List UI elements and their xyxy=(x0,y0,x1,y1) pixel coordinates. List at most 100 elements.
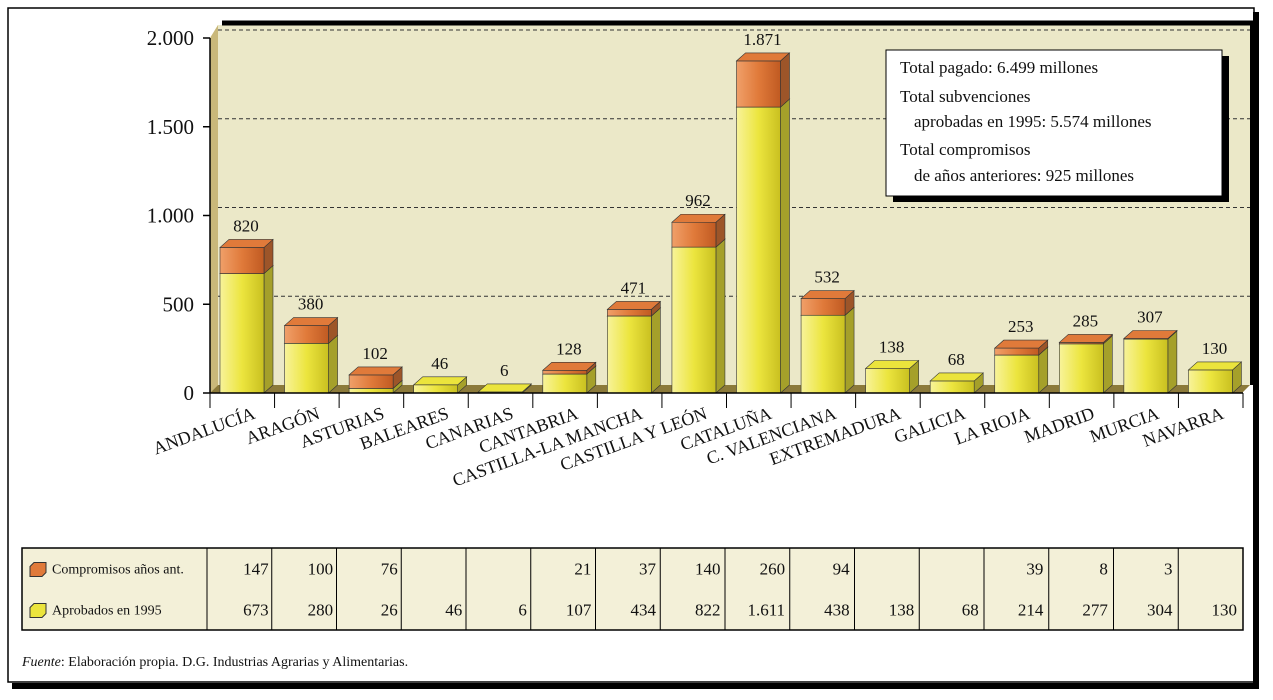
total-label: 962 xyxy=(685,191,711,210)
bar-side xyxy=(780,52,790,108)
total-label: 253 xyxy=(1008,317,1034,336)
table-cell: 94 xyxy=(833,560,851,579)
bar-top xyxy=(735,52,791,62)
table-cell: 76 xyxy=(381,560,398,579)
table-cell: 46 xyxy=(445,601,462,620)
table-cell: 37 xyxy=(639,560,657,579)
bar xyxy=(284,342,329,394)
bar-side xyxy=(844,306,855,394)
bar-side xyxy=(328,334,338,394)
annotation-line: Total pagado: 6.499 millones xyxy=(900,58,1098,77)
table-cell: 280 xyxy=(308,601,334,620)
total-label: 285 xyxy=(1073,311,1099,330)
total-label: 102 xyxy=(362,344,388,363)
bar-top xyxy=(283,317,339,326)
table-cell: 21 xyxy=(574,560,591,579)
bar xyxy=(1059,343,1104,394)
table-cell: 277 xyxy=(1082,601,1108,620)
bar xyxy=(929,380,975,394)
total-label: 6 xyxy=(500,361,509,380)
table-cell: 822 xyxy=(695,601,721,620)
total-label: 46 xyxy=(431,354,448,373)
table-cell: 260 xyxy=(760,560,786,579)
bar-top xyxy=(477,383,533,393)
annotation-box xyxy=(885,49,1223,197)
y-tick-label: 0 xyxy=(184,381,195,405)
bar xyxy=(671,221,717,248)
total-label: 1.871 xyxy=(743,30,781,49)
bar-side xyxy=(651,307,661,394)
table-cell: 147 xyxy=(243,560,269,579)
legend-label: Compromisos años ant. xyxy=(52,563,184,578)
table-cell: 107 xyxy=(566,601,592,620)
bar xyxy=(542,369,588,375)
bar xyxy=(219,273,265,394)
table-cell: 8 xyxy=(1099,560,1108,579)
bar-top xyxy=(219,239,274,248)
source-text: : Elaboración propia. D.G. Industrias Ag… xyxy=(61,655,408,670)
table-cell: 1.611 xyxy=(747,601,785,620)
y-tick-label: 500 xyxy=(163,292,195,316)
annotation-line: de años anteriores: 925 millones xyxy=(914,166,1134,185)
total-label: 820 xyxy=(233,216,259,235)
source: Fuente: Elaboración propia. D.G. Industr… xyxy=(21,655,408,670)
y-tick-label: 1.000 xyxy=(147,204,194,228)
bar-side xyxy=(715,238,726,394)
bar xyxy=(736,60,781,108)
bar xyxy=(413,384,458,394)
bar-top xyxy=(1187,361,1243,371)
table-cell: 3 xyxy=(1164,560,1173,579)
annotation-line: Total subvenciones xyxy=(900,87,1031,106)
bar xyxy=(994,354,1040,394)
total-label: 471 xyxy=(621,278,647,297)
total-label: 307 xyxy=(1137,308,1163,327)
y-tick-label: 1.500 xyxy=(147,115,194,139)
table-cell: 140 xyxy=(695,560,721,579)
table-cell: 673 xyxy=(243,601,269,620)
table-cell: 214 xyxy=(1018,601,1044,620)
total-label: 532 xyxy=(814,268,840,287)
bar xyxy=(994,347,1040,356)
bar xyxy=(348,374,394,389)
plot-floor xyxy=(210,385,1250,393)
bar xyxy=(800,298,846,316)
bar-top xyxy=(1123,330,1178,339)
bar-side xyxy=(1167,330,1178,394)
legend-icon xyxy=(29,562,47,577)
table-cell: 434 xyxy=(630,601,656,620)
total-label: 380 xyxy=(298,295,324,314)
total-label: 130 xyxy=(1202,339,1228,358)
table-cell: 304 xyxy=(1147,601,1173,620)
total-label: 68 xyxy=(948,350,965,369)
y-tick-label: 2.000 xyxy=(147,26,194,50)
bar-top xyxy=(606,301,662,310)
source-label: Fuente xyxy=(21,655,61,670)
bar xyxy=(1123,338,1169,394)
table-cell: 138 xyxy=(889,601,915,620)
total-label: 138 xyxy=(879,338,905,357)
bar xyxy=(736,106,781,394)
table-cell: 130 xyxy=(1212,601,1238,620)
annotation-line: Total compromisos xyxy=(900,140,1031,159)
bar xyxy=(800,314,846,394)
bar-side xyxy=(263,264,274,394)
table-cell: 438 xyxy=(824,601,850,620)
total-label: 128 xyxy=(556,339,582,358)
bar-top xyxy=(348,366,403,376)
annotation-line: aprobadas en 1995: 5.574 millones xyxy=(914,112,1152,131)
bar xyxy=(542,373,588,394)
bar xyxy=(1188,369,1233,394)
table-cell: 6 xyxy=(518,601,527,620)
bar xyxy=(607,315,652,394)
bar xyxy=(671,246,717,394)
legend-label: Aprobados en 1995 xyxy=(52,604,162,619)
bar-top xyxy=(671,213,726,223)
table-cell: 39 xyxy=(1026,560,1043,579)
bar xyxy=(284,325,329,344)
bar-side xyxy=(780,98,790,394)
bar-top xyxy=(993,339,1049,349)
bar-side xyxy=(1103,335,1113,394)
bar-top xyxy=(800,290,855,299)
plot-wall xyxy=(210,25,218,393)
